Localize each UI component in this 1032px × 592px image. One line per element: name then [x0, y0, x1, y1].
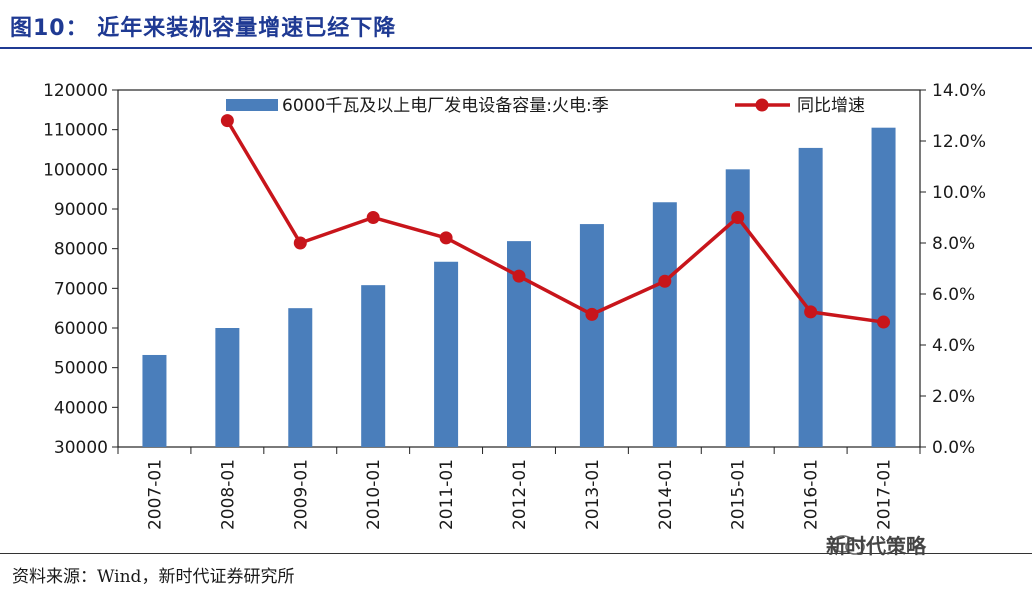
growth-point-2014-01 [658, 274, 672, 288]
figure-title: 图10： 近年来装机容量增速已经下降 [10, 16, 397, 41]
growth-point-2013-01 [585, 307, 599, 321]
x-tick-label: 2013-01 [583, 459, 603, 530]
bar-2013-01 [579, 224, 604, 447]
growth-point-2012-01 [512, 269, 526, 283]
right-tick-label: 4.0% [932, 336, 975, 356]
bar-2015-01 [725, 169, 750, 448]
legend-line-marker [755, 98, 769, 112]
left-tick-label: 60000 [54, 319, 108, 339]
right-tick-label: 14.0% [932, 81, 986, 101]
left-tick-label: 100000 [43, 160, 108, 180]
bar-2016-01 [798, 147, 823, 447]
x-tick-label: 2009-01 [291, 459, 311, 530]
bar-2017-01 [871, 127, 896, 447]
growth-line [225, 119, 884, 324]
right-axis-ticks: 0.0% 2.0% 4.0% 6.0% 8.0% 10.0% 12.0% 14.0% [920, 81, 986, 458]
growth-point-2008-01 [220, 114, 234, 128]
right-tick-label: 8.0% [932, 234, 975, 254]
x-tick-label: 2011-01 [437, 459, 457, 530]
legend-bar-label: 6000千瓦及以上电厂发电设备容量:火电:季 [282, 96, 609, 116]
bar-2009-01 [288, 308, 313, 447]
x-tick-label: 2007-01 [145, 459, 165, 530]
bar-2014-01 [652, 202, 677, 447]
left-tick-label: 120000 [43, 81, 108, 101]
bar-series [142, 127, 896, 448]
x-axis-ticks: 2007-01 2008-01 2009-01 2010-01 2011-01 2012-… [117, 447, 921, 530]
growth-point-2017-01 [877, 315, 891, 329]
legend-bar-swatch [226, 99, 278, 111]
growth-point-2011-01 [439, 231, 453, 245]
line-series [220, 114, 891, 329]
right-tick-label: 10.0% [932, 183, 986, 203]
growth-point-2015-01 [731, 211, 745, 224]
right-tick-label: 12.0% [932, 132, 986, 152]
left-tick-label: 80000 [54, 240, 108, 260]
legend-line-label: 同比增速 [797, 96, 865, 116]
bar-2008-01 [215, 328, 240, 447]
legend: 6000千瓦及以上电厂发电设备容量:火电:季 同比增速 [226, 96, 865, 116]
left-tick-label: 30000 [54, 438, 108, 458]
bar-2007-01 [142, 354, 167, 447]
left-tick-label: 90000 [54, 200, 108, 220]
growth-point-2009-01 [293, 236, 307, 250]
growth-point-2010-01 [366, 211, 380, 224]
watermark: 新时代策略 [826, 534, 926, 558]
footer-divider [0, 553, 1032, 554]
x-tick-label: 2016-01 [802, 459, 822, 530]
left-axis-ticks: 30000 40000 50000 60000 70000 80000 90000 10000… [43, 81, 118, 458]
title-divider [0, 47, 1032, 49]
right-tick-label: 6.0% [932, 285, 975, 305]
x-tick-label: 2017-01 [875, 459, 895, 530]
wechat-icon [831, 535, 865, 555]
left-tick-label: 110000 [43, 121, 108, 141]
right-tick-label: 0.0% [932, 438, 975, 458]
bar-2011-01 [434, 261, 459, 447]
x-tick-label: 2012-01 [510, 459, 530, 530]
x-tick-label: 2015-01 [729, 459, 749, 530]
x-tick-label: 2008-01 [218, 459, 238, 530]
bar-2010-01 [361, 285, 386, 447]
x-tick-label: 2014-01 [656, 459, 676, 530]
growth-point-2016-01 [804, 305, 818, 319]
left-tick-label: 70000 [54, 279, 108, 299]
chart: 30000 40000 50000 60000 70000 80000 90000 10000… [43, 81, 986, 530]
left-tick-label: 50000 [54, 359, 108, 379]
right-tick-label: 2.0% [932, 387, 975, 407]
source-note: 资料来源：Wind，新时代证券研究所 [12, 567, 295, 587]
x-tick-label: 2010-01 [364, 459, 384, 530]
left-tick-label: 40000 [54, 398, 108, 418]
